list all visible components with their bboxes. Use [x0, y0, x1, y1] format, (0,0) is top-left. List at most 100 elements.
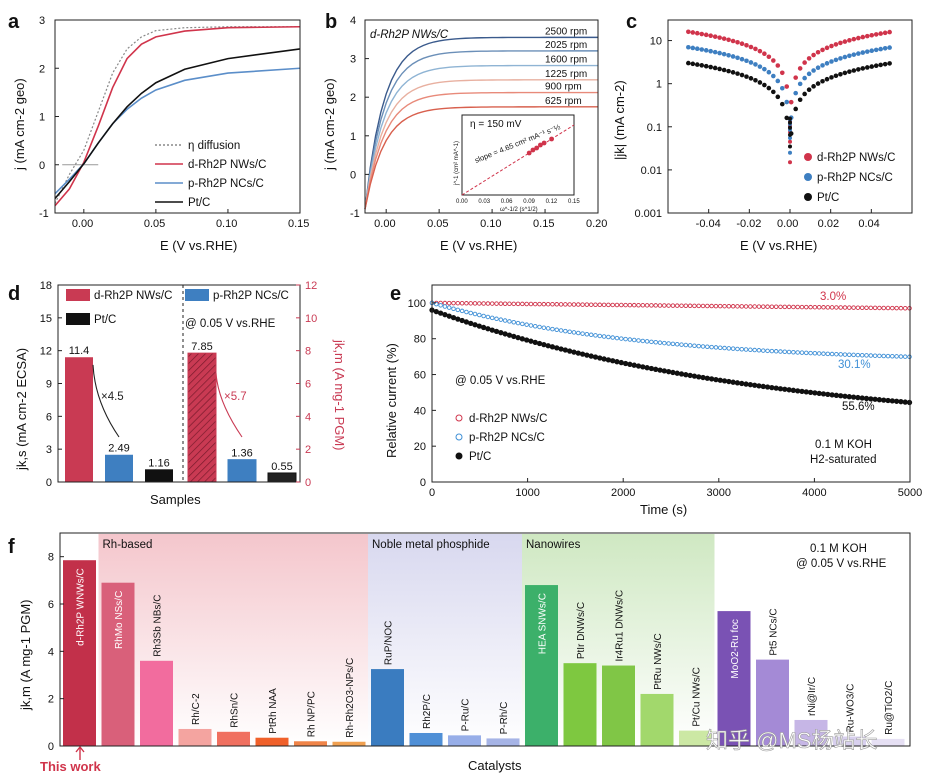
e-point-2: [605, 357, 612, 363]
d-bar-label: 2.49: [108, 443, 129, 455]
b-series-2: [364, 64, 599, 210]
c-ytick-label: 0.01: [641, 165, 662, 177]
e-point-2: [786, 387, 792, 393]
e-point-0: [670, 303, 676, 308]
f-bar-5: [255, 737, 289, 746]
c-point-0: [878, 31, 883, 36]
f-bar-label: Ru@TiO2/C: [884, 681, 895, 735]
b-rpm-label: 1600 rpm: [545, 55, 587, 66]
c-point-0: [806, 56, 812, 61]
e-point-1: [726, 346, 732, 351]
c-ytick-label: 10: [650, 36, 662, 48]
e-point-2: [859, 395, 865, 401]
e-point-2: [463, 319, 470, 325]
e-point-0: [696, 303, 701, 309]
e-point-2: [726, 378, 732, 385]
c-point-2: [730, 70, 736, 75]
e-point-2: [855, 394, 861, 401]
c-point-2: [842, 70, 848, 76]
f-bar-label: P-Ru/C: [461, 699, 472, 732]
c-point-2: [779, 101, 785, 107]
panel-c-ylabel: |jk| (mA cm-2): [612, 80, 627, 160]
e-point-1: [765, 348, 770, 354]
d-bar-1-1: [227, 459, 257, 483]
c-point-0: [721, 36, 727, 41]
a-series-2: [54, 67, 301, 195]
e-point-1: [752, 347, 757, 353]
e-point-2: [696, 374, 702, 380]
panel-a: 0.00 0.05 0.10 0.15 -1 0 1 2 3 E (V vs.RHE) j (m…: [12, 15, 309, 253]
e-point-0: [623, 302, 628, 308]
panel-label-a: a: [8, 11, 20, 33]
e-point-0: [502, 301, 508, 306]
e-point-2: [519, 336, 525, 342]
panel-label-e: e: [390, 283, 401, 305]
e-point-2: [472, 322, 478, 328]
e-point-1: [778, 349, 783, 354]
c-point-2: [878, 62, 883, 68]
e-point-2: [691, 373, 698, 379]
c-point-0: [869, 32, 875, 38]
e-point-0: [520, 301, 525, 307]
e-point-1: [507, 319, 512, 324]
e-point-1: [804, 350, 809, 356]
e-point-2: [881, 397, 887, 403]
d-legend-swatch: [185, 289, 209, 301]
c-point-1: [829, 59, 834, 64]
e-point-0: [847, 305, 852, 310]
e-point-1: [614, 335, 620, 341]
c-point-0: [708, 33, 713, 39]
e-point-2: [756, 383, 762, 389]
c-xtick-label: 0.02: [818, 218, 839, 230]
c-point-2: [735, 71, 740, 76]
c-point-2: [806, 87, 812, 93]
e-point-2: [468, 320, 474, 327]
c-point-1: [864, 49, 870, 54]
e-ytick-label: 80: [414, 334, 426, 346]
panel-c-xlabel: E (V vs.RHE): [740, 238, 817, 253]
c-point-2: [788, 116, 792, 121]
e-point-2: [790, 387, 797, 393]
c-point-2: [887, 61, 892, 66]
e-point-2: [795, 388, 801, 394]
e-point-1: [558, 328, 564, 333]
d-ytick-right-label: 2: [305, 444, 311, 456]
c-point-2: [739, 72, 745, 78]
e-xtick-label: 4000: [802, 487, 826, 499]
e-point-0: [821, 305, 826, 310]
e-point-2: [584, 352, 590, 358]
e-point-1: [610, 335, 615, 340]
e-point-1: [885, 353, 891, 359]
e-point-1: [520, 321, 525, 327]
panel-f: Rh-based Noble metal phosphide Nanowires d…: [18, 532, 911, 774]
e-point-0: [606, 302, 611, 308]
e-point-2: [459, 317, 465, 324]
e-point-1: [670, 341, 676, 347]
e-point-2: [575, 350, 581, 356]
f-ytick-label: 0: [48, 741, 54, 753]
e-point-1: [541, 325, 547, 330]
c-point-1: [847, 53, 852, 59]
e-point-2: [777, 386, 784, 392]
d-legend-swatch: [66, 313, 90, 325]
e-point-1: [477, 312, 482, 318]
e-point-2: [850, 394, 857, 400]
c-point-0: [864, 33, 870, 39]
c-point-2: [703, 63, 709, 69]
d-ytick-left-label: 3: [46, 444, 52, 456]
c-point-2: [788, 144, 792, 149]
c-point-0: [762, 51, 767, 57]
e-point-0: [451, 300, 456, 306]
c-point-0: [802, 60, 807, 65]
e-point-2: [721, 378, 728, 384]
e-point-2: [717, 377, 723, 383]
f-bar-label: RuP/NOC: [384, 621, 395, 665]
e-point-1: [464, 309, 469, 315]
e-point-1: [735, 346, 740, 352]
panel-label-c: c: [626, 11, 637, 33]
e-point-2: [687, 372, 693, 379]
b-xtick-label: 0.00: [374, 218, 395, 230]
panel-label-d: d: [8, 283, 20, 305]
e-point-1: [756, 348, 762, 353]
c-point-2: [708, 64, 713, 70]
